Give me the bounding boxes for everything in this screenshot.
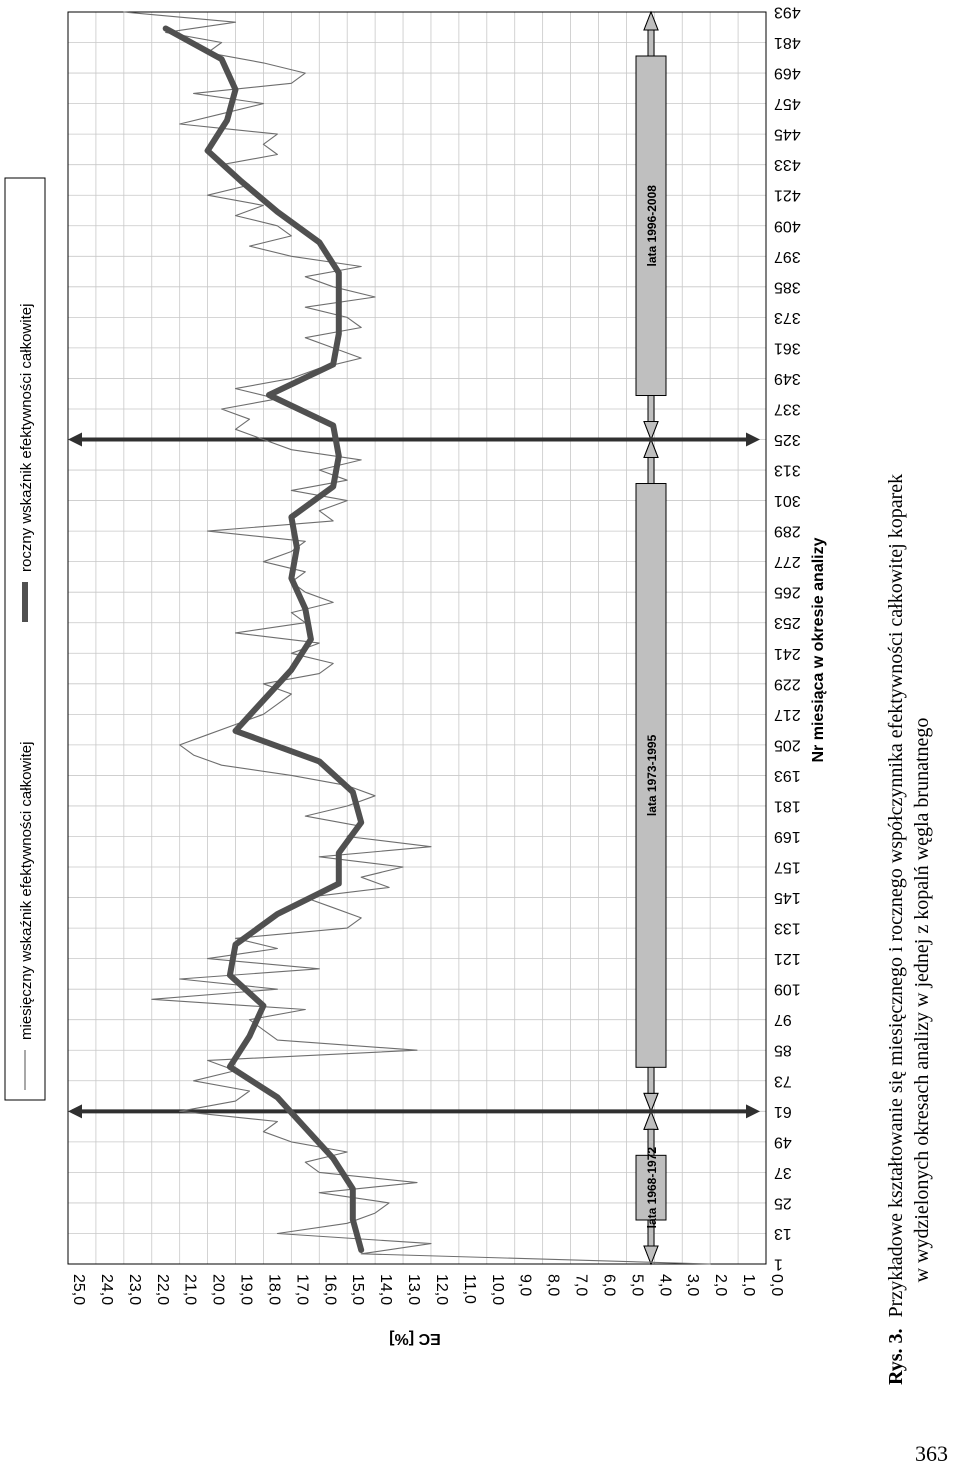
caption-prefix: Rys. 3.: [885, 1328, 907, 1385]
period-annotation: lata 1973-1995: [635, 438, 667, 1113]
value-tick-label: 23,0: [126, 1274, 143, 1305]
month-tick-label: 229: [774, 675, 801, 692]
month-tick-label: 313: [774, 462, 801, 479]
month-tick-label: 61: [774, 1103, 792, 1120]
month-tick-label: 145: [774, 889, 801, 906]
month-tick-label: 373: [774, 309, 801, 326]
page-number: 363: [915, 1441, 948, 1466]
value-tick-label: 18,0: [265, 1274, 282, 1305]
series-line-annual: [162, 25, 365, 1253]
month-tick-label: 1: [774, 1256, 783, 1273]
caption-text-1: Przykładowe kształtowanie się miesięczne…: [885, 474, 907, 1318]
plot-border: [67, 11, 767, 1265]
month-tick-label: 121: [774, 950, 801, 967]
tick-labels: 0,01,02,03,04,05,06,07,08,09,010,011,012…: [70, 4, 801, 1306]
value-tick-label: 10,0: [489, 1274, 506, 1305]
value-tick-label: 3,0: [684, 1274, 701, 1296]
period-annotations: lata 1968-1972 lata 1973-1995 lata 1996-20…: [68, 10, 760, 1266]
period-label: lata 1973-1995: [645, 734, 659, 816]
month-tick-label: 493: [774, 4, 801, 21]
value-tick-label: 20,0: [210, 1274, 227, 1305]
month-tick-label: 85: [774, 1042, 792, 1059]
month-tick-label: 421: [774, 187, 801, 204]
month-tick-label: 97: [774, 1011, 792, 1028]
value-tick-label: 0,0: [768, 1274, 785, 1296]
period-annotation: lata 1968-1972: [635, 1109, 667, 1266]
month-tick-label: 289: [774, 523, 801, 540]
period-box: [635, 483, 667, 1068]
month-tick-label: 301: [774, 492, 801, 509]
period-box: [635, 1154, 667, 1221]
month-tick-label: 25: [774, 1194, 792, 1211]
month-tick-label: 169: [774, 828, 801, 845]
period-annotation: lata 1996-2008: [635, 10, 667, 441]
month-tick-label: 469: [774, 65, 801, 82]
month-tick-label: 205: [774, 736, 801, 753]
month-tick-label: 349: [774, 370, 801, 387]
value-tick-label: 11,0: [461, 1274, 478, 1304]
value-tick-label: 15,0: [349, 1274, 366, 1305]
value-tick-label: 22,0: [154, 1274, 171, 1305]
month-tick-label: 253: [774, 614, 801, 631]
month-tick-label: 49: [774, 1133, 792, 1150]
month-tick-label: 337: [774, 400, 801, 417]
value-tick-label: 21,0: [182, 1274, 199, 1305]
value-tick-label: 24,0: [98, 1274, 115, 1305]
value-tick-label: 13,0: [405, 1274, 422, 1305]
value-tick-label: 17,0: [293, 1274, 310, 1305]
month-tick-label: 385: [774, 278, 801, 295]
value-tick-label: 1,0: [740, 1274, 757, 1296]
period-divider-arrowhead: [68, 432, 82, 447]
value-tick-label: 9,0: [517, 1274, 534, 1296]
month-tick-label: 457: [774, 95, 801, 112]
period-divider-arrowhead: [746, 432, 760, 447]
series-lines: [123, 11, 711, 1265]
x-axis-title: Nr miesiąca w okresie analizy: [810, 537, 827, 762]
legend-annual-label: roczny wskaźnik efektywności całkowitej: [18, 304, 35, 572]
period-label: lata 1996-2008: [645, 185, 659, 267]
month-tick-label: 433: [774, 156, 801, 173]
value-tick-label: 7,0: [573, 1274, 590, 1296]
month-tick-label: 265: [774, 584, 801, 601]
caption-line1: Rys. 3. Przykładowe kształtowanie się mi…: [885, 474, 907, 1385]
month-tick-label: 481: [774, 34, 801, 51]
value-tick-label: 25,0: [70, 1274, 87, 1305]
value-tick-label: 12,0: [433, 1274, 450, 1305]
series-line-monthly: [123, 11, 711, 1265]
month-tick-label: 409: [774, 217, 801, 234]
caption-line2: w wydzielonych okresach analizy w jednej…: [911, 718, 933, 1283]
month-tick-label: 133: [774, 920, 801, 937]
month-tick-label: 157: [774, 859, 801, 876]
month-tick-label: 361: [774, 339, 801, 356]
period-divider-arrowhead: [68, 1104, 82, 1119]
month-tick-label: 181: [774, 797, 801, 814]
month-tick-label: 397: [774, 248, 801, 265]
value-tick-label: 16,0: [321, 1274, 338, 1305]
legend-monthly-label: miesięczny wskaźnik efektywności całkowi…: [18, 742, 35, 1040]
value-tick-label: 4,0: [656, 1274, 673, 1296]
month-tick-label: 325: [774, 431, 801, 448]
month-tick-label: 193: [774, 767, 801, 784]
period-box: [635, 55, 667, 397]
period-divider-arrowhead: [746, 1104, 760, 1119]
value-tick-label: 19,0: [238, 1274, 255, 1305]
value-tick-label: 14,0: [377, 1274, 394, 1305]
month-tick-label: 277: [774, 553, 801, 570]
y-axis-title: EC [%]: [389, 1330, 441, 1347]
value-tick-label: 2,0: [712, 1274, 729, 1296]
month-tick-label: 217: [774, 706, 801, 723]
month-tick-label: 241: [774, 645, 801, 662]
value-tick-label: 8,0: [545, 1274, 562, 1296]
value-tick-label: 6,0: [600, 1274, 617, 1296]
month-tick-label: 37: [774, 1164, 792, 1181]
legend-box: [4, 177, 46, 1101]
month-tick-label: 73: [774, 1072, 792, 1089]
month-tick-label: 109: [774, 981, 801, 998]
month-tick-label: 13: [774, 1225, 792, 1242]
month-tick-label: 445: [774, 126, 801, 143]
value-tick-label: 5,0: [628, 1274, 645, 1296]
period-label: lata 1968-1972: [645, 1147, 659, 1229]
